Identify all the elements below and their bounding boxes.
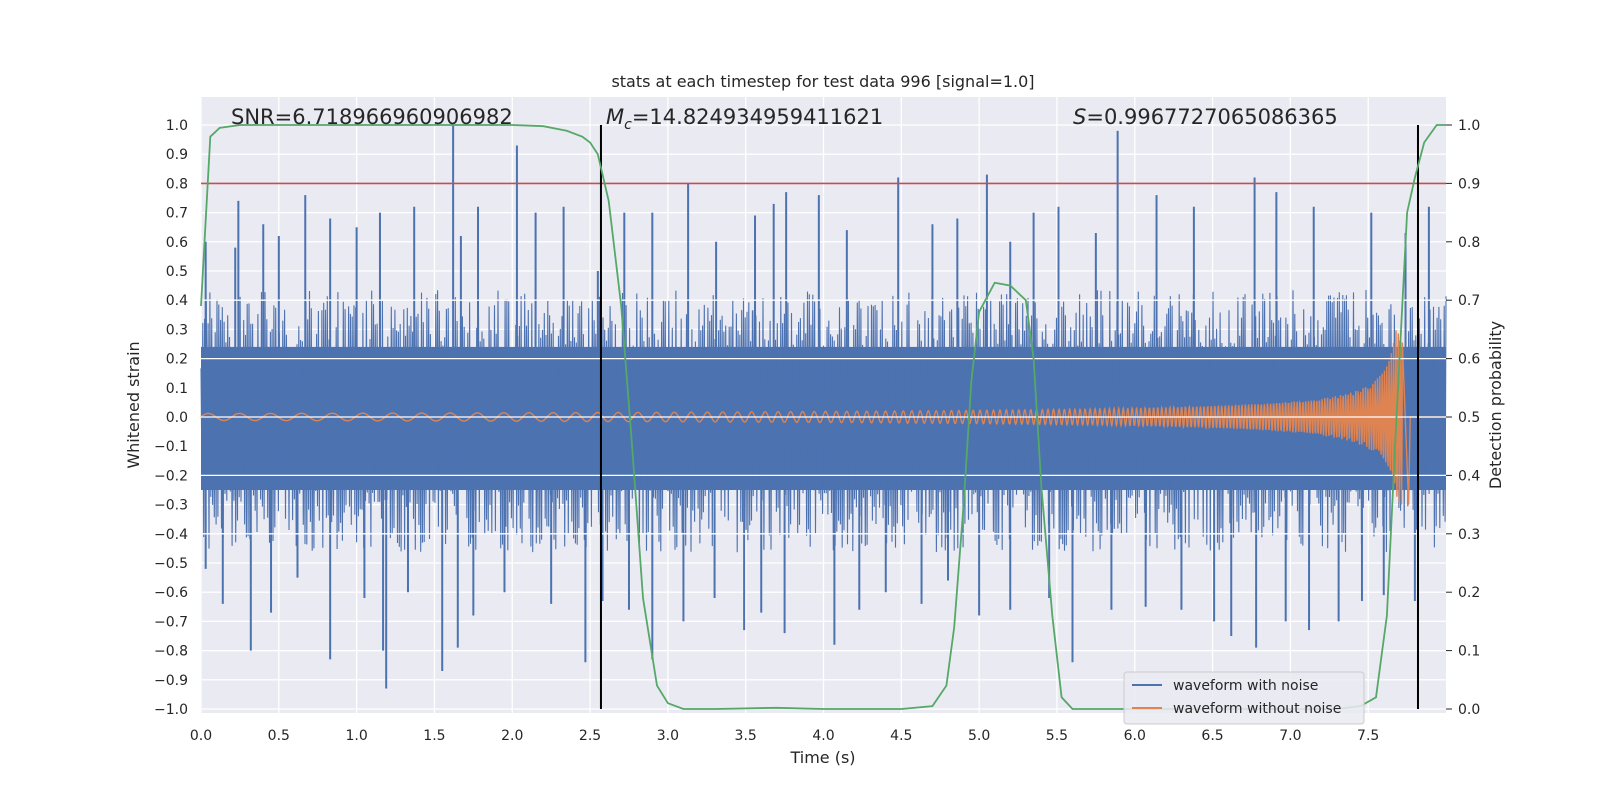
x-tick-label: 4.0: [812, 728, 834, 744]
y-tick-label: 0.1: [166, 381, 188, 397]
s-annotation: S=0.9967727065086365: [1073, 105, 1338, 129]
y-axis-label: Whitened strain: [124, 341, 143, 468]
y-tick-label: 0.4: [166, 293, 188, 309]
y-tick-label: −0.7: [154, 614, 188, 630]
x-tick-label: 7.5: [1357, 728, 1379, 744]
legend-label-waveform-without-noise: waveform without noise: [1173, 701, 1341, 717]
x-axis-label: Time (s): [789, 748, 855, 767]
s-symbol: S: [1073, 105, 1086, 129]
legend-box: [1123, 671, 1365, 725]
right-y-axis-label: Detection probability: [1486, 321, 1505, 489]
right-y-tick-label: 0.1: [1458, 644, 1480, 660]
right-y-tick-label: 0.7: [1458, 293, 1480, 309]
right-y-tick-label: 0.3: [1458, 527, 1480, 543]
y-tick-label: 0.2: [166, 352, 188, 368]
x-tick-label: 3.5: [735, 728, 757, 744]
x-tick-label: 2.0: [501, 728, 523, 744]
chart-title: stats at each timestep for test data 996…: [611, 72, 1034, 91]
y-tick-label: −0.9: [154, 673, 188, 689]
y-tick-label: 0.5: [166, 264, 188, 280]
y-tick-label: 0.0: [166, 410, 188, 426]
chirp-mass-subscript: c: [624, 117, 632, 133]
y-tick-label: 0.6: [166, 235, 188, 251]
x-tick-label: 3.0: [657, 728, 679, 744]
right-y-tick-label: 0.9: [1458, 176, 1480, 192]
y-tick-label: −0.5: [154, 556, 188, 572]
chirp-mass-value: =14.824934959411621: [632, 105, 883, 129]
x-tick-label: 4.5: [890, 728, 912, 744]
right-y-tick-label: 0.0: [1458, 702, 1480, 718]
axis-ticks: 0.0 0.5 1.0 1.5 2.0 2.5 3.0 3.5 4.0 4.5 5.0 5.5 6.0 6…: [154, 118, 1480, 744]
x-tick-label: 6.0: [1124, 728, 1146, 744]
y-tick-label: −0.4: [154, 527, 188, 543]
y-tick-label: −0.6: [154, 585, 188, 601]
y-tick-label: −1.0: [154, 702, 188, 718]
y-tick-label: 0.8: [166, 176, 188, 192]
chirp-mass-annotation: Mc=14.824934959411621: [606, 105, 883, 133]
legend-label-waveform-with-noise: waveform with noise: [1173, 678, 1318, 694]
x-tick-label: 1.0: [345, 728, 367, 744]
y-tick-label: 0.3: [166, 322, 188, 338]
x-tick-label: 6.5: [1201, 728, 1223, 744]
x-tick-label: 5.5: [1046, 728, 1068, 744]
right-y-tick-label: 0.2: [1458, 585, 1480, 601]
x-tick-label: 0.0: [190, 728, 212, 744]
waveform-with-noise-series: [200, 125, 1447, 689]
s-value: =0.9967727065086365: [1086, 105, 1337, 129]
y-tick-label: −0.3: [154, 498, 188, 514]
right-y-tick-label: 1.0: [1458, 118, 1480, 134]
right-y-tick-label: 0.6: [1458, 352, 1480, 368]
right-y-tick-label: 0.8: [1458, 235, 1480, 251]
right-y-tick-label: 0.4: [1458, 468, 1480, 484]
legend: waveform with noise waveform without noi…: [1123, 671, 1365, 725]
y-tick-label: −0.8: [154, 644, 188, 660]
right-y-tick-label: 0.5: [1458, 410, 1480, 426]
waveform-with-noise-line: [200, 289, 1447, 553]
x-tick-label: 7.0: [1279, 728, 1301, 744]
y-tick-label: −0.1: [154, 439, 188, 455]
waveform-without-noise-line: [200, 330, 1446, 505]
x-tick-label: 0.5: [268, 728, 290, 744]
y-tick-label: −0.2: [154, 468, 188, 484]
x-tick-label: 1.5: [423, 728, 445, 744]
chirp-mass-symbol: M: [606, 105, 624, 129]
y-tick-label: 1.0: [166, 118, 188, 134]
x-tick-label: 2.5: [579, 728, 601, 744]
snr-annotation: SNR=6.718966960906982: [231, 105, 513, 129]
y-tick-label: 0.9: [166, 147, 188, 163]
x-tick-label: 5.0: [968, 728, 990, 744]
y-tick-label: 0.7: [166, 206, 188, 222]
waveform-without-noise-series: [200, 330, 1446, 505]
